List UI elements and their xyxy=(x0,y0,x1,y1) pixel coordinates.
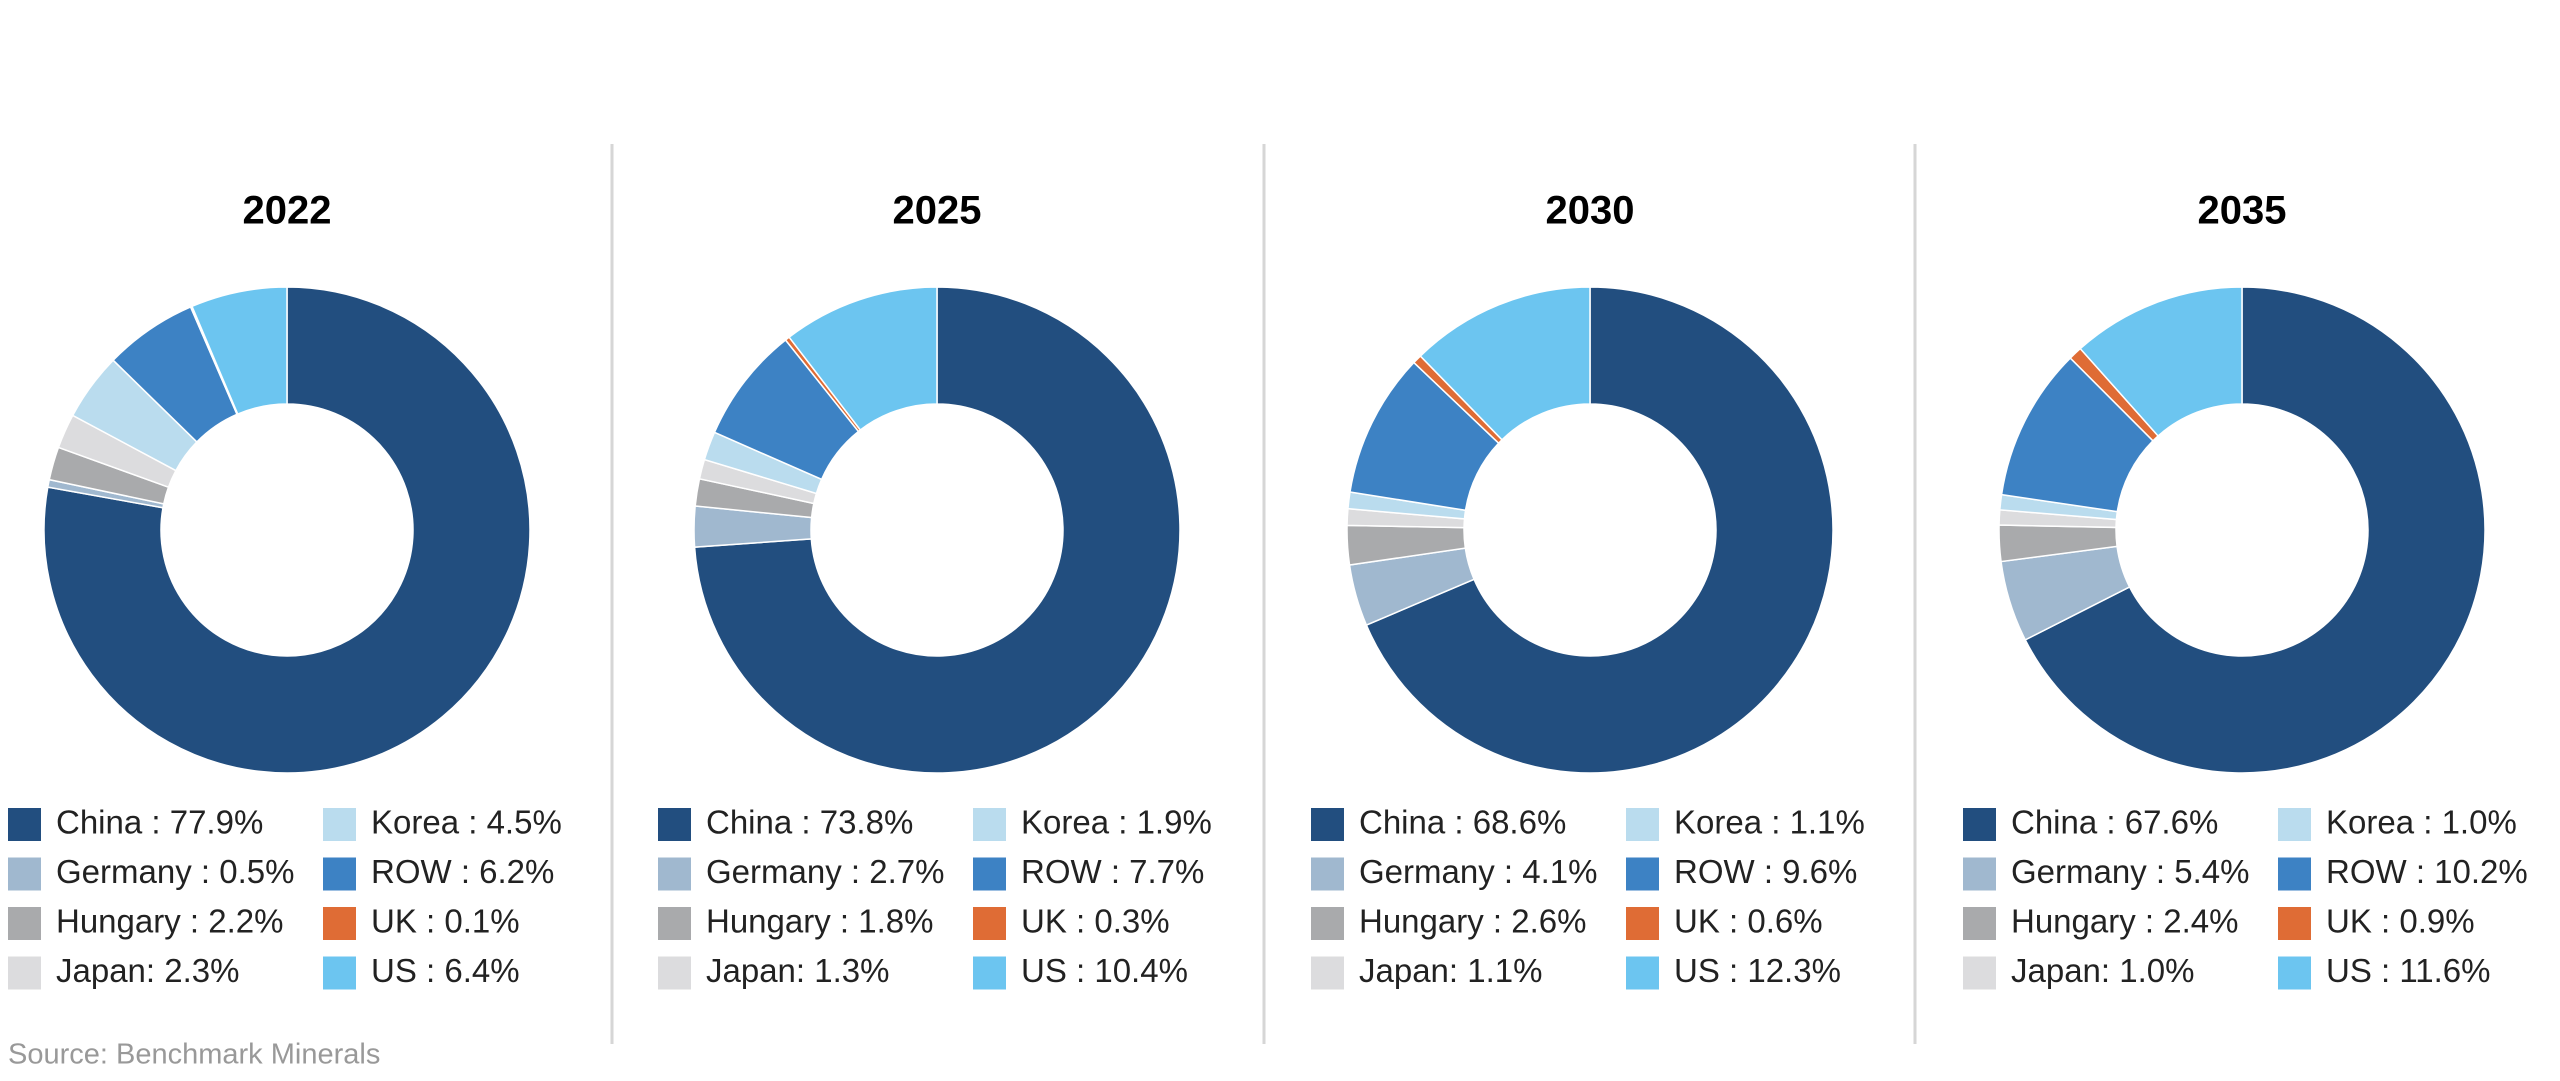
legend-label: UK : 0.1% xyxy=(371,903,520,940)
legend-label: ROW : 7.7% xyxy=(1021,853,1204,890)
legend-label: Germany : 2.7% xyxy=(706,853,944,890)
legend-label: Korea : 4.5% xyxy=(371,804,562,841)
legend-label: China : 68.6% xyxy=(1359,804,1566,841)
legend-swatch xyxy=(973,808,1006,841)
donut-slice xyxy=(191,286,288,416)
legend-label: China : 77.9% xyxy=(56,804,263,841)
legend-label: UK : 0.3% xyxy=(1021,903,1170,940)
legend-swatch xyxy=(1963,956,1996,990)
legend-swatch xyxy=(658,907,691,940)
legend-swatch xyxy=(658,956,691,990)
legend-swatch xyxy=(1311,857,1344,891)
legend-swatch xyxy=(8,808,41,841)
legend-swatch xyxy=(1626,857,1659,891)
legend-label: China : 73.8% xyxy=(706,804,913,841)
legend-label: ROW : 6.2% xyxy=(371,853,554,890)
legend-label: Hungary : 2.4% xyxy=(2011,903,2238,940)
legend-swatch xyxy=(8,907,41,940)
donut-slice xyxy=(1365,286,1834,774)
legend-swatch xyxy=(1311,907,1344,940)
donut-slice xyxy=(43,286,531,774)
source: Source: Benchmark Minerals xyxy=(8,1039,380,1071)
legend-swatch xyxy=(1963,857,1996,891)
legend-label: Hungary : 2.2% xyxy=(56,903,283,940)
legend-swatch xyxy=(323,808,356,841)
legend-label: Germany : 4.1% xyxy=(1359,853,1597,890)
donut-slice xyxy=(2024,286,2486,774)
chart-title: 2022 xyxy=(243,189,332,233)
chart-title: 2030 xyxy=(1546,189,1635,233)
legend-label: Korea : 1.0% xyxy=(2326,804,2517,841)
donut-slice xyxy=(2079,286,2243,438)
legend-label: Korea : 1.9% xyxy=(1021,804,1212,841)
legend-label: Hungary : 1.8% xyxy=(706,903,933,940)
legend-label: ROW : 10.2% xyxy=(2326,853,2528,890)
legend-swatch xyxy=(8,956,41,990)
chart-title: 2025 xyxy=(893,189,982,233)
legend-swatch xyxy=(1963,907,1996,940)
legend-label: US : 12.3% xyxy=(1674,952,1841,989)
legend-label: UK : 0.9% xyxy=(2326,903,2475,940)
legend-label: ROW : 9.6% xyxy=(1674,853,1857,890)
donut-slice xyxy=(1419,286,1591,441)
legend-label: Japan: 1.0% xyxy=(2011,952,2194,989)
legend-label: US : 10.4% xyxy=(1021,952,1188,989)
legend-label: US : 11.6% xyxy=(2326,952,2490,989)
legend-label: China : 67.6% xyxy=(2011,804,2218,841)
legend-label: Korea : 1.1% xyxy=(1674,804,1865,841)
legend-swatch xyxy=(973,956,1006,990)
legend-label: UK : 0.6% xyxy=(1674,903,1823,940)
donut-slice xyxy=(788,286,938,432)
legend-label: US : 6.4% xyxy=(371,952,520,989)
legend-swatch xyxy=(323,857,356,891)
legend-swatch xyxy=(2278,956,2311,990)
legend-swatch xyxy=(1311,956,1344,990)
legend-label: Germany : 5.4% xyxy=(2011,853,2249,890)
legend-swatch xyxy=(2278,808,2311,841)
legend-swatch xyxy=(1626,808,1659,841)
chart-title: 2035 xyxy=(2198,189,2287,233)
legend-swatch xyxy=(323,907,356,940)
legend-label: Japan: 1.1% xyxy=(1359,952,1542,989)
legend-swatch xyxy=(658,808,691,841)
legend-swatch xyxy=(973,907,1006,940)
legend-label: Germany : 0.5% xyxy=(56,853,294,890)
legend-swatch xyxy=(1626,956,1659,990)
legend-label: Japan: 2.3% xyxy=(56,952,239,989)
legend-swatch xyxy=(2278,907,2311,940)
legend-swatch xyxy=(1311,808,1344,841)
legend-swatch xyxy=(1963,808,1996,841)
legend-swatch xyxy=(658,857,691,891)
legend-label: Hungary : 2.6% xyxy=(1359,903,1586,940)
legend-swatch xyxy=(1626,907,1659,940)
legend-swatch xyxy=(973,857,1006,891)
legend-swatch xyxy=(323,956,356,990)
legend-swatch xyxy=(2278,857,2311,891)
legend-swatch xyxy=(8,857,41,891)
donut-slice xyxy=(693,286,1181,774)
legend-label: Japan: 1.3% xyxy=(706,952,889,989)
